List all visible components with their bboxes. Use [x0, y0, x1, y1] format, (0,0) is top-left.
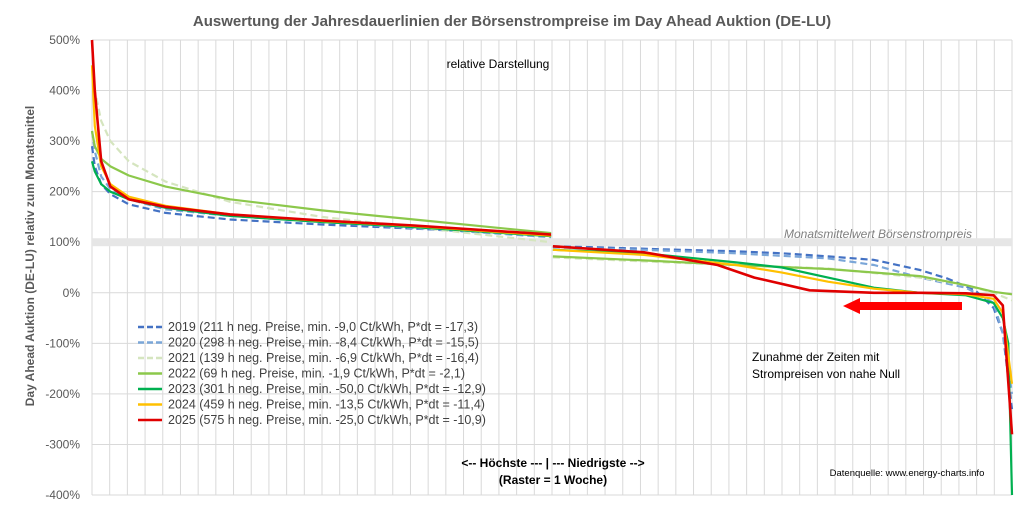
y-tick-label: 300% — [49, 134, 80, 148]
legend-entry: 2021 (139 h neg. Preise, min. -6,9 Ct/kW… — [168, 351, 479, 365]
annotation-line1: Zunahme der Zeiten mit — [752, 350, 880, 364]
annotation-line2: Strompreisen von nahe Null — [752, 367, 900, 381]
x-axis-label-line1: <-- Höchste --- | --- Niedrigste --> — [461, 456, 644, 470]
series-line-2025-lower — [552, 245, 1014, 435]
legend-entry: 2019 (211 h neg. Preise, min. -9,0 Ct/kW… — [168, 320, 478, 334]
legend-entry: 2022 (69 h neg. Preise, min. -1,9 Ct/kWh… — [168, 367, 465, 381]
y-tick-label: 200% — [49, 185, 80, 199]
legend-entry: 2024 (459 h neg. Preise, min. -13,5 Ct/k… — [168, 398, 485, 412]
series-line-2020-lower — [552, 246, 1014, 395]
y-tick-label: -200% — [45, 387, 80, 401]
y-tick-labels: 500% 400% 300% 200% 100% 0% -100% -200% -300% -40… — [45, 33, 80, 502]
legend-entry: 2023 (301 h neg. Preise, min. -50,0 Ct/k… — [168, 382, 486, 396]
y-axis-label: Day Ahead Auktion (DE-LU) relativ zum Mo… — [23, 106, 37, 406]
series-line-2025-upper — [90, 39, 552, 236]
y-tick-label: -300% — [45, 437, 80, 451]
data-source: Datenquelle: www.energy-charts.info — [830, 468, 985, 479]
y-tick-label: -400% — [45, 488, 80, 502]
series-layer — [90, 39, 1014, 496]
series-line-2019-lower — [552, 245, 1014, 410]
legend: 2019 (211 h neg. Preise, min. -9,0 Ct/kW… — [138, 320, 486, 427]
arrow-head — [843, 298, 860, 314]
series-line-2019-upper — [90, 146, 552, 237]
subtitle-note: relative Darstellung — [447, 57, 550, 71]
y-tick-label: -100% — [45, 336, 80, 350]
series-line-2022-lower — [552, 255, 1013, 296]
legend-entry: 2025 (575 h neg. Preise, min. -25,0 Ct/k… — [168, 413, 486, 427]
mean-band — [92, 238, 1012, 247]
y-tick-label: 400% — [49, 84, 80, 98]
y-tick-label: 500% — [49, 33, 80, 47]
y-tick-label: 0% — [63, 286, 81, 300]
mean-label: Monatsmittelwert Börsenstrompreis — [784, 227, 972, 241]
chart-title: Auswertung der Jahresdauerlinien der Bör… — [193, 13, 831, 30]
y-tick-label: 100% — [49, 235, 80, 249]
legend-entry: 2020 (298 h neg. Preise, min. -8,4 Ct/kW… — [168, 336, 479, 350]
x-axis-label-line2: (Raster = 1 Woche) — [499, 473, 607, 487]
